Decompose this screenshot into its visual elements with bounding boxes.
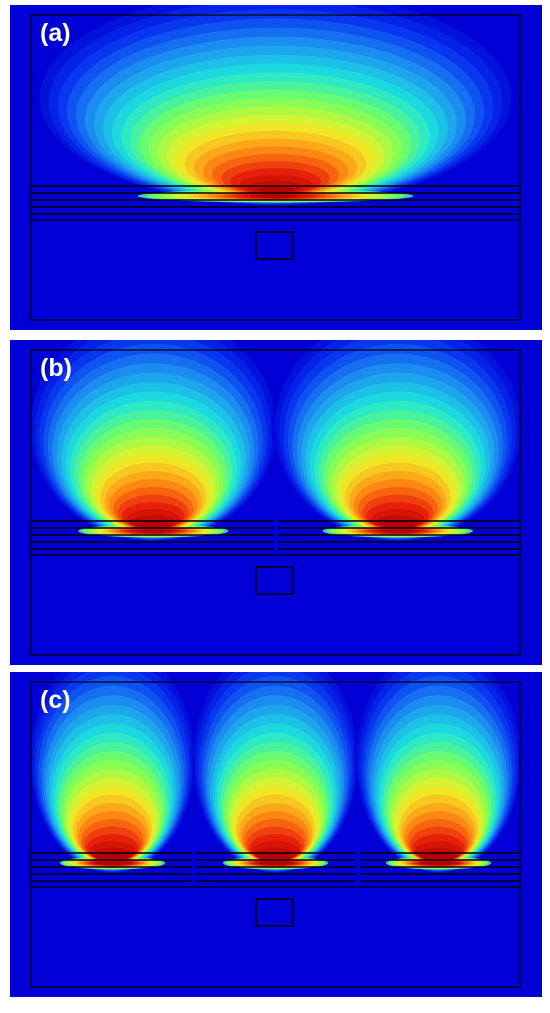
- simulation-boundary: [30, 14, 521, 321]
- panel-b: (b): [10, 340, 542, 665]
- panel-label-a: (a): [40, 19, 71, 47]
- field-lobe: [26, 340, 281, 542]
- field-lobe: [353, 672, 524, 874]
- gap-feature: [255, 231, 294, 260]
- gap-feature: [255, 566, 294, 595]
- panel-c: (c): [10, 672, 542, 997]
- field-map-b: [26, 340, 525, 656]
- field-lobe: [270, 340, 525, 542]
- simulation-boundary: [30, 349, 521, 656]
- panel-label-c: (c): [40, 686, 71, 714]
- panel-label-b: (b): [40, 354, 72, 382]
- field-lobe: [27, 672, 198, 874]
- field-map-a: [30, 5, 521, 321]
- panel-a: (a): [10, 5, 542, 330]
- simulation-boundary: [30, 681, 521, 988]
- field-map-c: [27, 672, 524, 988]
- field-lobe: [190, 672, 361, 874]
- gap-feature: [255, 898, 294, 927]
- field-lobe: [30, 5, 521, 206]
